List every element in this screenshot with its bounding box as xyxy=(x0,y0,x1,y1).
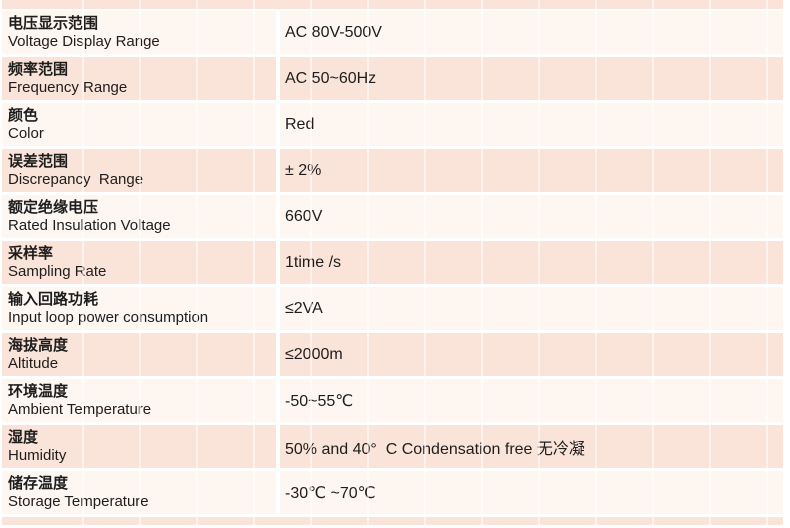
spec-label-en: Rated Insulation Voltage xyxy=(8,216,171,234)
spec-label-zh: 颜色 xyxy=(8,106,39,124)
spec-value: ± 2% xyxy=(280,149,783,192)
spec-label-en: Input loop power consumption xyxy=(8,308,209,326)
spec-value: -30℃ ~70℃ xyxy=(280,471,783,514)
spec-label-zh: 误差范围 xyxy=(8,152,69,170)
spec-label-cell: 电压显示范围 Voltage Display Range xyxy=(2,11,276,54)
spec-label-cell: 湿度 Humidity xyxy=(2,425,276,468)
table-row: 采样率 Sampling Rate 1time /s xyxy=(2,241,783,284)
spec-label-zh: 输入回路功耗 xyxy=(8,290,99,308)
table-row: 环境温度 Ambient Temperature -50~55℃ xyxy=(2,379,783,422)
table-row: 频率范围 Frequency Range AC 50~60Hz xyxy=(2,57,783,100)
spec-label-cell: 储存温度 Storage Temperature xyxy=(2,471,276,514)
spec-label-cell: 海拔高度 Altitude xyxy=(2,333,276,376)
spec-label-cell: 环境温度 Ambient Temperature xyxy=(2,379,276,422)
table-row: 储存温度 Storage Temperature -30℃ ~70℃ xyxy=(2,471,783,514)
table-row: 颜色 Color Red xyxy=(2,103,783,146)
spec-label-cell: 采样率 Sampling Rate xyxy=(2,241,276,284)
spec-label-cell: 颜色 Color xyxy=(2,103,276,146)
spec-label-zh: 额定绝缘电压 xyxy=(8,198,99,216)
spec-value: AC 50~60Hz xyxy=(280,57,783,100)
table-top-strip xyxy=(2,0,783,9)
spec-label-en: Color xyxy=(8,124,44,142)
spec-label-zh: 湿度 xyxy=(8,428,39,446)
table-row: 湿度 Humidity 50% and 40° C Condensation f… xyxy=(2,425,783,468)
table-row: 输入回路功耗 Input loop power consumption ≤2VA xyxy=(2,287,783,330)
spec-value: 1time /s xyxy=(280,241,783,284)
spec-value: -50~55℃ xyxy=(280,379,783,422)
spec-label-en: Sampling Rate xyxy=(8,262,107,280)
spec-label-zh: 储存温度 xyxy=(8,474,69,492)
spec-label-cell: 额定绝缘电压 Rated Insulation Voltage xyxy=(2,195,276,238)
spec-label-zh: 海拔高度 xyxy=(8,336,69,354)
table-row: 电压显示范围 Voltage Display Range AC 80V-500V xyxy=(2,11,783,54)
table-row: 误差范围 Discrepancy Range ± 2% xyxy=(2,149,783,192)
spec-value: ≤2VA xyxy=(280,287,783,330)
table-row: 海拔高度 Altitude ≤2000m xyxy=(2,333,783,376)
spec-label-cell: 频率范围 Frequency Range xyxy=(2,57,276,100)
spec-label-en: Ambient Temperature xyxy=(8,400,152,418)
spec-label-en: Discrepancy Range xyxy=(8,170,144,188)
spec-label-en: Voltage Display Range xyxy=(8,32,160,50)
spec-label-en: Altitude xyxy=(8,354,59,372)
table-row: 额定绝缘电压 Rated Insulation Voltage 660V xyxy=(2,195,783,238)
spec-value: Red xyxy=(280,103,783,146)
spec-label-zh: 采样率 xyxy=(8,244,54,262)
spec-value: ≤2000m xyxy=(280,333,783,376)
spec-label-zh: 环境温度 xyxy=(8,382,69,400)
spec-label-en: Frequency Range xyxy=(8,78,128,96)
spec-label-zh: 电压显示范围 xyxy=(8,14,99,32)
spec-label-zh: 频率范围 xyxy=(8,60,69,78)
table-bottom-strip xyxy=(2,517,783,525)
spec-value: AC 80V-500V xyxy=(280,11,783,54)
spec-label-cell: 输入回路功耗 Input loop power consumption xyxy=(2,287,276,330)
spec-label-en: Storage Temperature xyxy=(8,492,149,510)
spec-label-cell: 误差范围 Discrepancy Range xyxy=(2,149,276,192)
spec-value: 660V xyxy=(280,195,783,238)
spec-value: 50% and 40° C Condensation free 无冷凝 xyxy=(280,425,783,468)
spec-label-en: Humidity xyxy=(8,446,67,464)
